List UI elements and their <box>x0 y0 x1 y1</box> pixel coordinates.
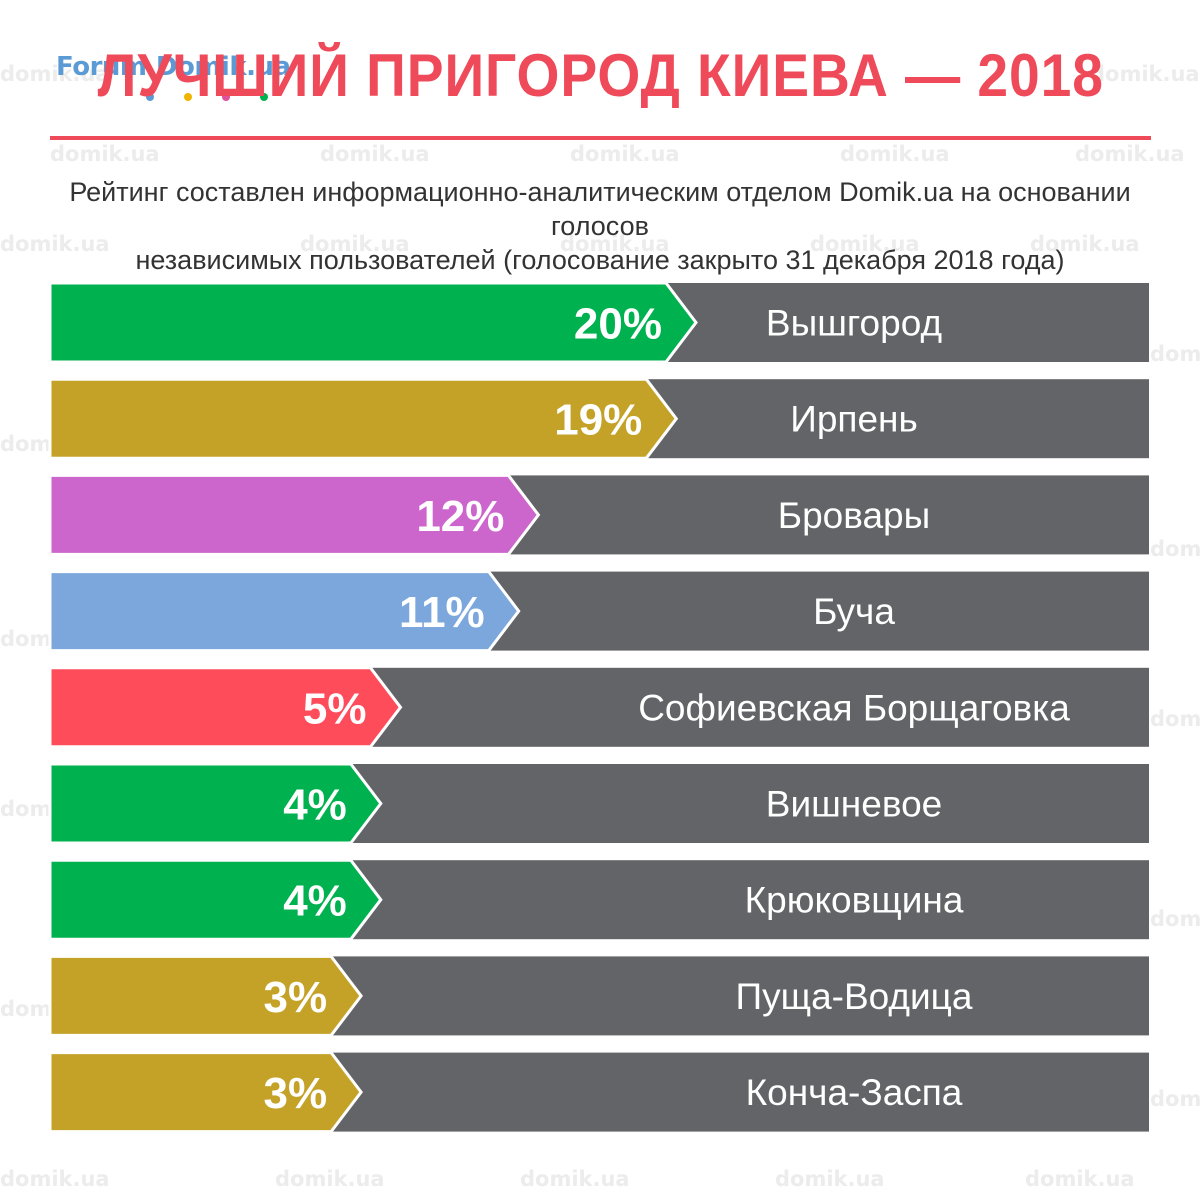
bar-value-label: 3% <box>264 1069 328 1118</box>
title-underline <box>50 136 1151 140</box>
bar-row: 11% Буча <box>48 570 1149 653</box>
bar-value-label: 19% <box>554 396 642 445</box>
page-title: ЛУЧШИЙ ПРИГОРОД КИЕВА — 2018 <box>97 42 1104 109</box>
bar-value <box>48 762 383 845</box>
subtitle: Рейтинг составлен информационно-аналитич… <box>30 175 1170 277</box>
bar-row: 3% Пуща-Водица <box>48 954 1149 1037</box>
bar-value <box>48 858 383 941</box>
bar-value <box>48 473 541 556</box>
bar-value-label: 4% <box>283 781 347 830</box>
bar-category-label: Крюковщина <box>745 880 964 921</box>
bar-value-label: 11% <box>399 588 485 637</box>
bar-row: 3% Конча-Заспа <box>48 1051 1149 1134</box>
bar-value <box>48 281 698 364</box>
bar-row: 20% Вышгород <box>48 281 1149 364</box>
bar-value <box>48 570 521 653</box>
bar-category-label: Конча-Заспа <box>746 1072 963 1113</box>
bar-category-label: Бровары <box>778 495 930 536</box>
bar-row: 19% Ирпень <box>48 377 1149 460</box>
bar-category-label: Пуща-Водица <box>736 976 973 1017</box>
bar-value <box>48 666 403 749</box>
logo-dots <box>146 88 298 106</box>
bar-category-label: Ирпень <box>790 399 918 440</box>
bar-row: 4% Вишневое <box>48 762 1149 845</box>
bar-value-label: 5% <box>303 684 367 733</box>
bar-category-label: Буча <box>813 591 895 632</box>
forum-domik-logo: Forum.Domik.ua <box>56 52 291 82</box>
bar-row: 5% Софиевская Борщаговка <box>48 666 1149 749</box>
bar-row: 4% Крюковщина <box>48 858 1149 941</box>
bar-value-label: 12% <box>416 492 504 541</box>
bar-category-label: Софиевская Борщаговка <box>638 687 1070 728</box>
subtitle-line-2: независимых пользователей (голосование з… <box>135 245 1065 275</box>
bar-category-label: Вишневое <box>766 784 942 825</box>
bar-value-label: 3% <box>264 973 328 1022</box>
bar-value <box>48 954 363 1037</box>
bar-value <box>48 377 679 460</box>
bar-value <box>48 1051 363 1134</box>
subtitle-line-1: Рейтинг составлен информационно-аналитич… <box>69 177 1131 241</box>
bar-value-label: 4% <box>283 877 347 926</box>
bar-row: 12% Бровары <box>48 473 1149 556</box>
bar-value-label: 20% <box>574 300 662 349</box>
bar-category-label: Вышгород <box>766 303 942 344</box>
